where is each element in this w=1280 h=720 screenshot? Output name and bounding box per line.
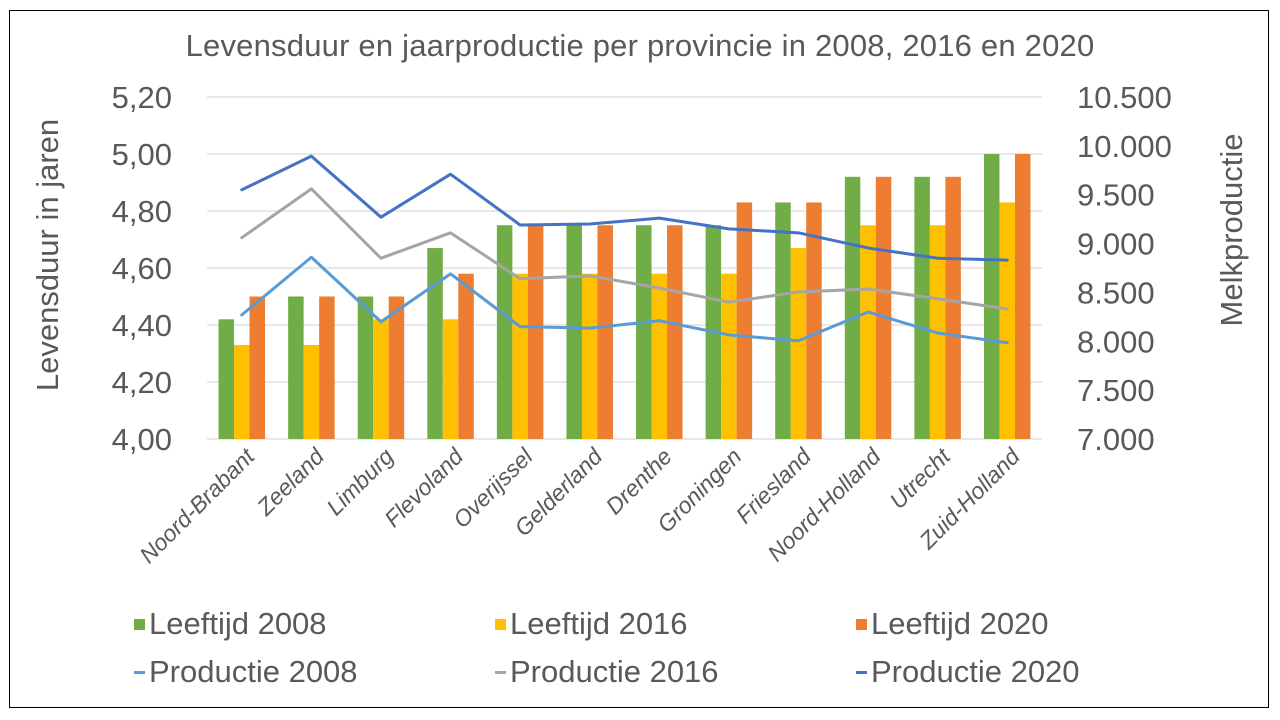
legend-item-leeftijd-2016: Leeftijd 2016 [495,606,688,642]
bar-leeftijd-2020 [249,296,266,439]
legend-item-productie-2016: Productie 2016 [495,654,719,690]
bar-leeftijd-2008 [636,225,652,439]
bar-leeftijd-2020 [319,296,335,439]
y-tick-label-right: 7.000 [1077,422,1155,457]
bar-leeftijd-2016 [234,344,250,439]
y-tick-label-left: 4,80 [112,194,172,229]
y-tick-label-left: 5,20 [112,80,172,115]
legend-label: Productie 2016 [510,654,719,689]
y-tick-label-right: 9.500 [1077,178,1155,213]
chart-title: Levensduur en jaarproductie per provinci… [185,28,1095,63]
bar-leeftijd-2008 [357,296,374,439]
legend-swatch [495,618,506,630]
bar-leeftijd-2008 [566,225,582,439]
y-tick-label-right: 9.000 [1077,227,1155,262]
y-tick-label-right: 10.000 [1077,129,1172,164]
y-tick-label-right: 10.500 [1077,80,1172,115]
y-tick-label-right: 8.000 [1077,324,1155,359]
legend-item-productie-2020: Productie 2020 [856,654,1080,690]
bar-leeftijd-2016 [373,319,389,439]
line-productie-2016 [240,187,1009,311]
bar-leeftijd-2016 [999,202,1015,439]
legend-swatch [856,618,867,630]
bar-leeftijd-2020 [597,225,613,439]
bar-leeftijd-2020 [945,176,961,440]
y-axis-right-ticks: 7.000 7.500 8.000 8.500 9.000 9.500 10.000 10.5… [1077,80,1172,457]
bar-leeftijd-2016 [721,273,737,439]
y-tick-label-left: 4,60 [112,251,172,286]
legend-item-leeftijd-2020: Leeftijd 2020 [856,606,1049,642]
y-tick-label-right: 8.500 [1077,275,1155,310]
bar-leeftijd-2020 [875,176,892,440]
bar-leeftijd-2020 [388,296,405,439]
bar-leeftijd-2008 [427,248,443,439]
bar-leeftijd-2008 [983,154,1000,439]
line-series [240,154,1009,345]
bar-leeftijd-2020 [806,202,822,439]
line-productie-2008 [240,255,1009,345]
y-tick-label-left: 4,40 [112,308,172,343]
legend-swatch [134,670,145,674]
y-tick-label-left: 5,00 [112,137,172,172]
bar-leeftijd-2016 [581,273,598,439]
bar-leeftijd-2016 [303,344,320,439]
bar-leeftijd-2008 [288,296,304,439]
bar-leeftijd-2016 [860,225,876,439]
bar-leeftijd-2016 [442,319,459,439]
legend-label: Productie 2020 [871,654,1080,689]
bar-leeftijd-2008 [496,225,513,439]
y-tick-label-left: 4,00 [112,422,172,457]
bar-leeftijd-2020 [527,225,544,439]
bar-leeftijd-2020 [736,202,753,439]
bar-leeftijd-2020 [458,273,474,439]
legend-swatch [856,670,867,674]
y-tick-label-right: 7.500 [1077,373,1155,408]
bar-leeftijd-2020 [667,225,683,439]
bar-leeftijd-2008 [775,202,791,439]
bar-leeftijd-2020 [1014,154,1031,439]
legend-label: Leeftijd 2020 [871,606,1049,641]
legend-label: Leeftijd 2008 [149,606,327,641]
y-tick-label-left: 4,20 [112,365,172,400]
bar-leeftijd-2016 [512,273,528,439]
legend-swatch [134,618,145,630]
legend-label: Leeftijd 2016 [510,606,688,641]
x-tick-label: Zeeland [251,442,330,521]
bar-leeftijd-2008 [218,319,235,439]
legend-label: Productie 2008 [149,654,358,689]
x-axis-ticks: Noord-BrabantZeelandLimburgFlevolandOver… [134,442,1025,568]
y-axis-left-ticks: 4,00 4,20 4,40 4,60 4,80 5,00 5,20 [112,80,172,457]
legend-item-productie-2008: Productie 2008 [134,654,358,690]
x-tick-label: Noord-Brabant [134,442,260,568]
bar-leeftijd-2016 [790,248,807,439]
legend-item-leeftijd-2008: Leeftijd 2008 [134,606,327,642]
bar-leeftijd-2016 [651,273,668,439]
bar-leeftijd-2008 [914,176,930,440]
line-productie-2020 [240,154,1009,262]
bar-leeftijd-2008 [844,176,861,440]
bar-series [218,154,1031,440]
legend-swatch [495,670,506,674]
